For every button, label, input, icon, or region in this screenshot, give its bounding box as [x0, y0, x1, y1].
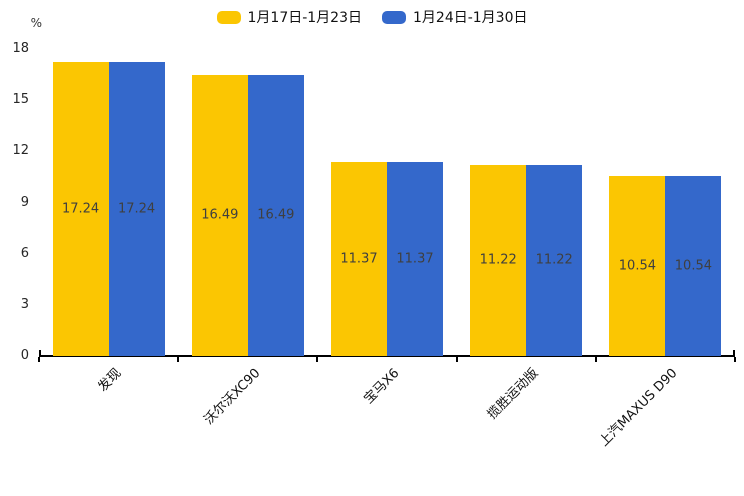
- x-axis-endcap-icon: [39, 350, 41, 355]
- bar-value-label: 10.54: [674, 258, 712, 274]
- x-category-label-5: 上汽MAXUS D90: [597, 365, 681, 450]
- y-axis-unit-label: %: [30, 16, 42, 30]
- bar-value-label: 17.24: [117, 201, 156, 217]
- x-axis-tick: [38, 357, 40, 362]
- bar-series-1-沃尔沃XC90: 16.49: [191, 74, 248, 356]
- bar-series-2-上汽MAXUS D90: 10.54: [665, 176, 722, 356]
- bar-series-1-宝马X6: 11.37: [331, 162, 387, 356]
- y-tick-label: 15: [12, 92, 29, 108]
- bar-value-label: 16.49: [257, 207, 295, 223]
- x-axis-line: [39, 355, 735, 357]
- bar-series-2-揽胜运动版: 11.22: [526, 164, 583, 356]
- x-category-label-1: 发现: [95, 365, 125, 395]
- bar-series-1-揽胜运动版: 11.22: [470, 164, 527, 356]
- x-category-label-4: 揽胜运动版: [485, 365, 542, 423]
- bar-series-1-上汽MAXUS D90: 10.54: [609, 176, 666, 356]
- bar-series-2-发现: 17.24: [108, 61, 165, 356]
- bar-value-label: 16.49: [201, 207, 239, 223]
- legend-swatch-icon: [382, 10, 406, 24]
- legend-item-series-1[interactable]: 1月17日-1月23日: [216, 7, 363, 27]
- bar-series-2-宝马X6: 11.37: [387, 162, 443, 356]
- legend: 1月17日-1月23日 1月24日-1月30日: [0, 7, 744, 27]
- x-axis-tick: [594, 357, 597, 362]
- x-axis-tick: [316, 357, 319, 362]
- bar-series-2-沃尔沃XC90: 16.49: [247, 74, 304, 356]
- legend-label: 1月24日-1月30日: [413, 10, 528, 26]
- bar-value-label: 11.22: [479, 252, 517, 268]
- x-axis-endcap-icon: [733, 350, 735, 355]
- y-tick-label: 3: [20, 296, 29, 312]
- x-category-label-3: 宝马X6: [361, 365, 403, 407]
- legend-item-series-2[interactable]: 1月24日-1月30日: [382, 7, 528, 27]
- y-tick-label: 0: [20, 348, 29, 363]
- bar-value-label: 10.54: [618, 258, 656, 274]
- y-tick-label: 9: [20, 194, 29, 210]
- y-tick-label: 12: [12, 143, 29, 159]
- bar-series-1-发现: 17.24: [52, 61, 109, 356]
- bar-value-label: 11.37: [340, 251, 378, 267]
- x-axis-tick: [734, 357, 736, 362]
- x-category-label-2: 沃尔沃XC90: [201, 365, 264, 428]
- legend-swatch-icon: [216, 10, 241, 24]
- bar-value-label: 11.37: [396, 251, 434, 267]
- x-axis-tick: [177, 357, 180, 362]
- legend-label: 1月17日-1月23日: [247, 10, 363, 26]
- y-tick-label: 18: [12, 41, 29, 56]
- y-tick-label: 6: [20, 245, 29, 261]
- bar-value-label: 17.24: [61, 201, 100, 217]
- bar-value-label: 11.22: [535, 252, 573, 268]
- x-axis-tick: [455, 357, 458, 362]
